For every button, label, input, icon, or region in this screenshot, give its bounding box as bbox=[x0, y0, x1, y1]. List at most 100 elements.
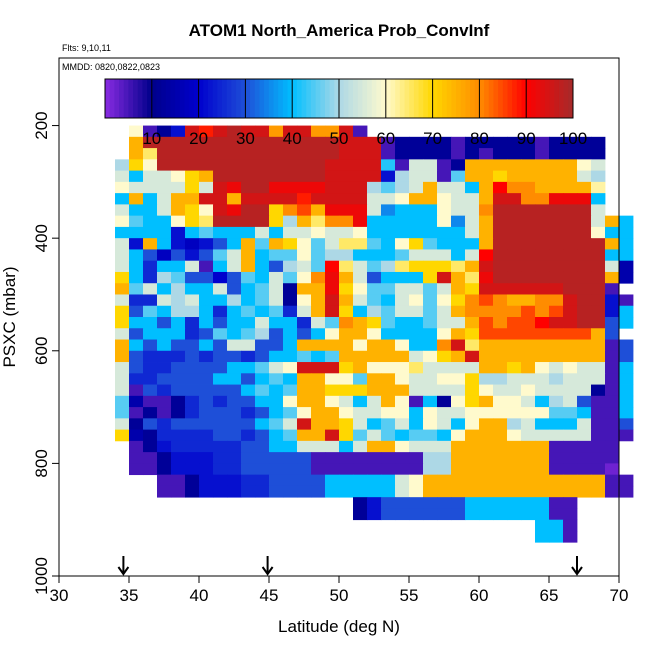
heatmap-cell bbox=[227, 452, 242, 464]
heatmap-cell bbox=[339, 181, 354, 194]
heatmap-cell bbox=[367, 170, 382, 183]
heatmap-cell bbox=[199, 226, 214, 239]
heatmap-cell bbox=[493, 226, 508, 239]
heatmap-cell bbox=[549, 317, 564, 329]
heatmap-cell bbox=[381, 170, 396, 183]
heatmap-cell bbox=[185, 249, 200, 262]
heatmap-cell bbox=[577, 136, 592, 149]
heatmap-cell bbox=[241, 440, 256, 453]
heatmap-cell bbox=[213, 226, 228, 239]
heatmap-cell bbox=[367, 148, 382, 160]
heatmap-cell bbox=[297, 283, 312, 295]
down-arrow-marker bbox=[571, 556, 583, 576]
heatmap-cell bbox=[451, 440, 466, 453]
heatmap-cell bbox=[325, 271, 340, 284]
heatmap-cell bbox=[493, 350, 508, 363]
heatmap-cell bbox=[171, 485, 186, 498]
heatmap-cell bbox=[563, 530, 578, 543]
flights-annotation: Flts: 9,10,11 bbox=[62, 43, 111, 53]
heatmap-cell bbox=[213, 373, 228, 385]
heatmap-cell bbox=[311, 204, 326, 217]
heatmap-cell bbox=[241, 328, 256, 340]
colorbar-tick-label: 60 bbox=[376, 129, 395, 148]
heatmap-cell bbox=[437, 328, 452, 340]
heatmap-cell bbox=[339, 440, 354, 453]
colorbar-segment bbox=[516, 79, 523, 118]
heatmap-cell bbox=[199, 350, 214, 363]
heatmap-cell bbox=[577, 452, 592, 464]
heatmap-cell bbox=[451, 294, 466, 307]
heatmap-cell bbox=[227, 159, 242, 172]
heatmap-cell bbox=[535, 407, 550, 419]
heatmap-cell bbox=[143, 350, 158, 363]
heatmap-cell bbox=[325, 350, 340, 363]
heatmap-cell bbox=[325, 159, 340, 172]
heatmap-cell bbox=[465, 485, 480, 498]
heatmap-cell bbox=[115, 384, 130, 397]
colorbar-tick-label: 10 bbox=[142, 129, 161, 148]
heatmap-cell bbox=[395, 429, 410, 442]
heatmap-cell bbox=[577, 317, 592, 329]
heatmap-cell bbox=[157, 294, 172, 307]
heatmap-cell bbox=[479, 429, 494, 442]
heatmap-cell bbox=[353, 350, 368, 363]
heatmap-cell bbox=[367, 485, 382, 498]
heatmap-cell bbox=[283, 136, 298, 149]
heatmap-cell bbox=[563, 339, 578, 352]
heatmap-cell bbox=[409, 339, 424, 352]
heatmap-cell bbox=[507, 429, 522, 442]
heatmap-cell bbox=[423, 350, 438, 363]
heatmap-cell bbox=[437, 294, 452, 307]
heatmap-cell bbox=[297, 294, 312, 307]
heatmap-cell bbox=[353, 407, 368, 419]
heatmap-cell bbox=[563, 328, 578, 340]
heatmap-cell bbox=[479, 317, 494, 329]
heatmap-cell bbox=[493, 305, 508, 318]
heatmap-cell bbox=[241, 418, 256, 431]
heatmap-cell bbox=[283, 226, 298, 239]
heatmap-cell bbox=[171, 249, 186, 262]
heatmap-cell bbox=[171, 384, 186, 397]
heatmap-cell bbox=[227, 170, 242, 183]
heatmap-cell bbox=[227, 283, 242, 295]
heatmap-cell bbox=[605, 395, 620, 408]
colorbar-segment bbox=[240, 79, 246, 118]
heatmap-cell bbox=[115, 407, 130, 419]
heatmap-cell bbox=[157, 328, 172, 340]
heatmap-cell bbox=[213, 148, 228, 160]
heatmap-cell bbox=[185, 204, 200, 217]
heatmap-cell bbox=[129, 305, 144, 318]
heatmap-cell bbox=[367, 294, 382, 307]
heatmap-cell bbox=[395, 238, 410, 250]
heatmap-cell bbox=[591, 474, 606, 487]
heatmap-cell bbox=[353, 238, 368, 250]
heatmap-cell bbox=[619, 305, 634, 318]
heatmap-cell bbox=[311, 283, 326, 295]
heatmap-cell bbox=[409, 474, 424, 487]
heatmap-cell bbox=[297, 384, 312, 397]
heatmap-cell bbox=[297, 136, 312, 149]
heatmap-cell bbox=[493, 204, 508, 217]
heatmap-cell bbox=[269, 395, 284, 408]
heatmap-cell bbox=[213, 440, 228, 453]
heatmap-cell bbox=[423, 283, 438, 295]
heatmap-cell bbox=[437, 238, 452, 250]
heatmap-cell bbox=[325, 452, 340, 464]
heatmap-cell bbox=[423, 317, 438, 329]
heatmap-cell bbox=[171, 204, 186, 217]
heatmap-cell bbox=[465, 294, 480, 307]
heatmap-cell bbox=[535, 350, 550, 363]
colorbar-segment bbox=[549, 79, 555, 118]
heatmap-cell bbox=[311, 339, 326, 352]
heatmap-cell bbox=[283, 215, 298, 228]
heatmap-cell bbox=[591, 204, 606, 217]
heatmap-cell bbox=[563, 317, 578, 329]
heatmap-cell bbox=[171, 271, 186, 284]
heatmap-cell bbox=[213, 485, 228, 498]
heatmap-cell bbox=[353, 384, 368, 397]
heatmap-cell bbox=[297, 452, 312, 464]
heatmap-cell bbox=[283, 159, 298, 172]
heatmap-cell bbox=[507, 485, 522, 498]
heatmap-cell bbox=[269, 215, 284, 228]
heatmap-cell bbox=[563, 283, 578, 295]
